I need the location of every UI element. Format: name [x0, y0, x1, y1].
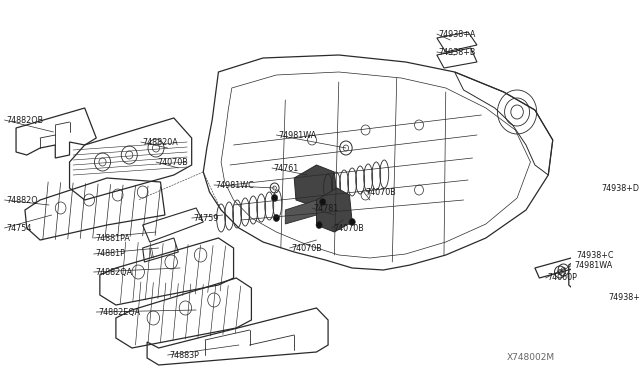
Circle shape	[316, 221, 323, 228]
Text: 74938+E: 74938+E	[608, 294, 640, 302]
Text: 74070B: 74070B	[158, 157, 189, 167]
Text: 74938+D: 74938+D	[601, 183, 639, 192]
Text: 74882EQA: 74882EQA	[98, 308, 140, 317]
Text: 74882Q: 74882Q	[6, 196, 38, 205]
Text: 74781: 74781	[314, 203, 339, 212]
Text: 74981WA: 74981WA	[278, 131, 316, 140]
Text: 74761: 74761	[274, 164, 299, 173]
Text: 74938+B: 74938+B	[438, 48, 476, 57]
Text: 74882QB: 74882QB	[6, 115, 44, 125]
Circle shape	[271, 195, 278, 202]
Circle shape	[319, 199, 326, 205]
Text: 748820A: 748820A	[143, 138, 179, 147]
Polygon shape	[285, 200, 317, 224]
Text: 74981WA: 74981WA	[574, 260, 612, 269]
Text: 74754: 74754	[6, 224, 31, 232]
Text: 74938+A: 74938+A	[438, 29, 476, 38]
Text: 74881P: 74881P	[95, 250, 125, 259]
Text: 74882QA: 74882QA	[95, 267, 132, 276]
Text: 74070B: 74070B	[333, 224, 364, 232]
Text: 74981WC: 74981WC	[216, 180, 255, 189]
Text: 74060P: 74060P	[547, 273, 577, 282]
Text: 74759: 74759	[193, 214, 219, 222]
Circle shape	[273, 215, 280, 221]
Polygon shape	[317, 188, 352, 232]
Circle shape	[349, 218, 355, 225]
Polygon shape	[294, 165, 337, 208]
Text: X748002M: X748002M	[506, 353, 554, 362]
Text: 74938+C: 74938+C	[577, 250, 614, 260]
Text: 74070B: 74070B	[365, 187, 396, 196]
Text: 74883P: 74883P	[170, 350, 199, 359]
Text: 74881PA: 74881PA	[95, 234, 131, 243]
Text: 74070B: 74070B	[292, 244, 323, 253]
